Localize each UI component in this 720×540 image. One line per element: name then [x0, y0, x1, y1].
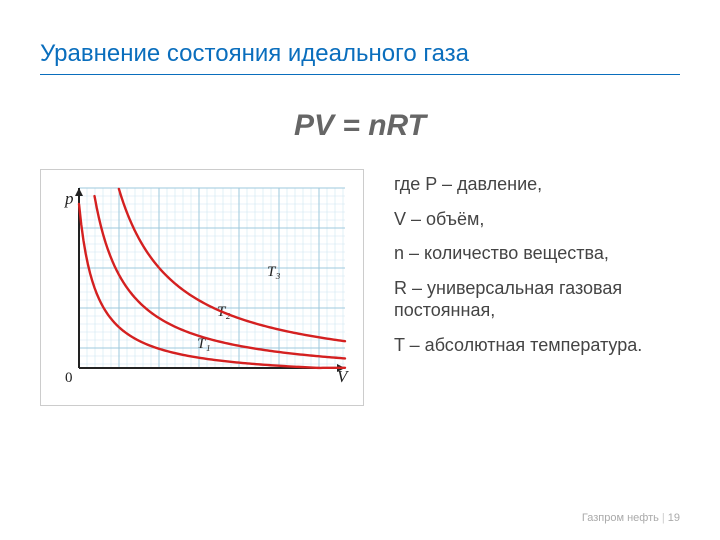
pv-isotherm-chart: T₁T₂T₃pV0: [47, 176, 357, 394]
footer-page: 19: [668, 512, 680, 524]
svg-text:0: 0: [65, 370, 73, 386]
svg-text:p: p: [64, 189, 74, 208]
definitions-list: где P – давление, V – объём, n – количеств…: [394, 169, 680, 368]
svg-text:T₃: T₃: [267, 264, 281, 280]
definition-item: T – абсолютная температура.: [394, 334, 680, 357]
footer: Газпром нефть|19: [582, 512, 680, 524]
equation: PV = nRT: [40, 109, 680, 143]
definition-item: n – количество вещества,: [394, 242, 680, 265]
footer-company: Газпром нефть: [582, 512, 659, 524]
content-row: T₁T₂T₃pV0 где P – давление,V – объём,n –…: [40, 169, 680, 406]
page-title: Уравнение состояния идеального газа: [40, 40, 680, 75]
footer-separator: |: [662, 512, 665, 524]
definition-item: R – универсальная газовая постоянная,: [394, 277, 680, 322]
definition-item: V – объём,: [394, 208, 680, 231]
definition-item: где P – давление,: [394, 173, 680, 196]
slide: Уравнение состояния идеального газа PV =…: [0, 0, 720, 540]
chart-container: T₁T₂T₃pV0: [40, 169, 364, 406]
